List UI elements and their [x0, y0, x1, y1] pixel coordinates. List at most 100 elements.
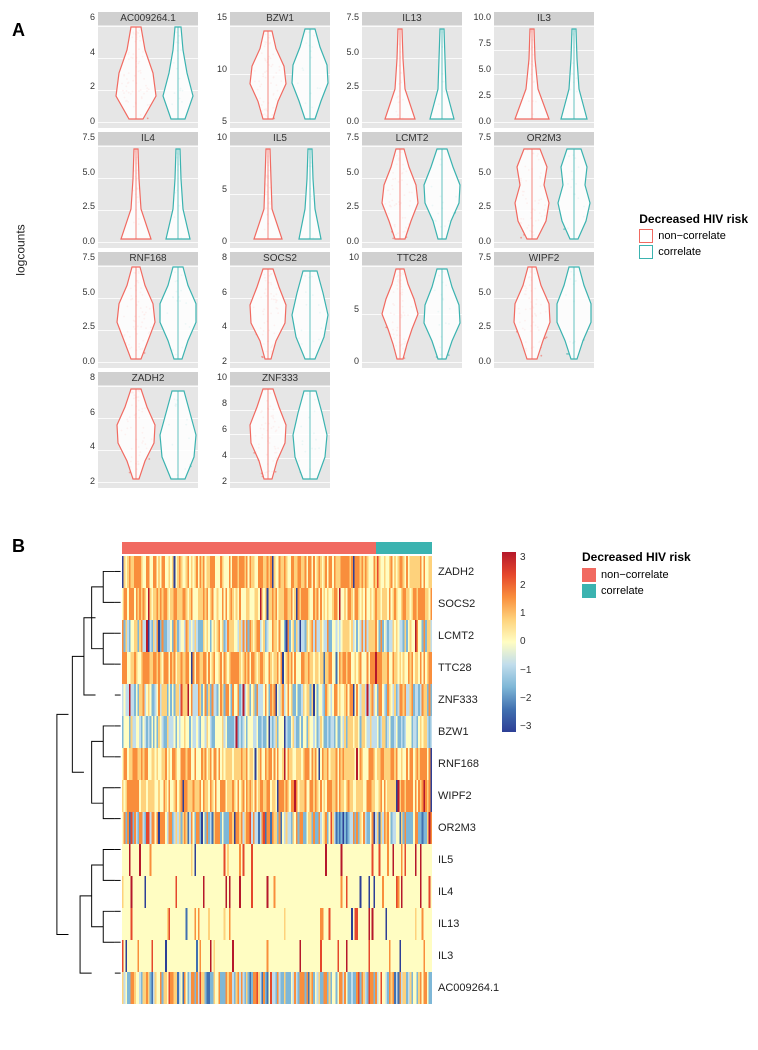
row-label: IL4	[438, 886, 453, 898]
ytick: 6	[202, 287, 227, 297]
facet-title: ZADH2	[98, 372, 198, 385]
violin-cell: 7.55.02.50.0IL4	[70, 132, 198, 248]
annot-noncorr	[122, 542, 376, 554]
violin-cell: 7.55.02.50.0RNF168	[70, 252, 198, 368]
ytick: 5	[334, 304, 359, 314]
row-label: TTC28	[438, 662, 472, 674]
violin-plot: WIPF2	[494, 252, 594, 368]
violin-corr	[158, 391, 198, 484]
colorbar-ticks: 3210−1−2−3	[520, 552, 531, 732]
violin-plot: IL13	[362, 12, 462, 128]
facet-title: SOCS2	[230, 252, 330, 265]
ytick: 0	[202, 236, 227, 246]
violin-plot: ZNF333	[230, 372, 330, 488]
panel-b-label: B	[12, 536, 25, 557]
ytick: 2.5	[466, 201, 491, 211]
ytick: 2.5	[334, 81, 359, 91]
violin-noncorr	[116, 389, 156, 484]
colorbar-tick: 3	[520, 552, 531, 563]
facet-title: IL5	[230, 132, 330, 145]
legend-item: non−correlate	[582, 568, 691, 582]
ytick: 7.5	[334, 132, 359, 142]
ytick: 0.0	[466, 356, 491, 366]
violin-noncorr	[116, 267, 156, 364]
colorbar-tick: −3	[520, 721, 531, 732]
violin-corr	[290, 391, 330, 484]
violin-plot: RNF168	[98, 252, 198, 368]
violin-noncorr	[248, 149, 288, 244]
heatmap: ZADH2SOCS2LCMT2TTC28ZNF333BZW1RNF168WIPF…	[122, 542, 432, 1004]
ytick: 6	[70, 12, 95, 22]
heatmap-row: AC009264.1	[122, 972, 432, 1004]
violin-cell: 10.07.55.02.50.0IL3	[466, 12, 594, 128]
heatmap-row: ZNF333	[122, 684, 432, 716]
violin-corr	[158, 149, 198, 244]
colorbar-tick: 2	[520, 580, 531, 591]
violin-cell: 7.55.02.50.0IL13	[334, 12, 462, 128]
row-label: IL5	[438, 854, 453, 866]
violin-plot: OR2M3	[494, 132, 594, 248]
violin-cell: 7.55.02.50.0LCMT2	[334, 132, 462, 248]
legend-title: Decreased HIV risk	[582, 550, 691, 564]
violin-corr	[158, 267, 198, 364]
violin-noncorr	[116, 27, 156, 124]
ytick: 15	[202, 12, 227, 22]
violin-cell: 8642SOCS2	[202, 252, 330, 368]
ytick: 8	[202, 252, 227, 262]
ytick: 7.5	[466, 252, 491, 262]
heatmap-row: IL13	[122, 908, 432, 940]
violin-noncorr	[248, 389, 288, 484]
legend-swatch	[582, 568, 596, 582]
legend-swatch	[639, 229, 653, 243]
heatmap-row: TTC28	[122, 652, 432, 684]
violin-cell: 1050TTC28	[334, 252, 462, 368]
violin-corr	[422, 29, 462, 124]
violin-cell: 7.55.02.50.0OR2M3	[466, 132, 594, 248]
heatmap-row: IL4	[122, 876, 432, 908]
legend-item: non−correlate	[639, 229, 748, 243]
violin-noncorr	[512, 149, 552, 244]
ytick: 7.5	[466, 38, 491, 48]
violin-corr	[290, 271, 330, 364]
row-label: ZNF333	[438, 694, 478, 706]
panel-a-legend: Decreased HIV risk non−correlatecorrelat…	[639, 212, 748, 261]
violin-corr	[554, 149, 594, 244]
violin-noncorr	[248, 269, 288, 364]
panel-b-legend: Decreased HIV risk non−correlatecorrelat…	[582, 550, 691, 600]
row-label: OR2M3	[438, 822, 476, 834]
violin-plot: IL3	[494, 12, 594, 128]
ytick: 7.5	[70, 132, 95, 142]
violin-plot: ZADH2	[98, 372, 198, 488]
annotation-bar	[122, 542, 432, 554]
ytick: 6	[202, 424, 227, 434]
violin-cell: 1050IL5	[202, 132, 330, 248]
facet-title: AC009264.1	[98, 12, 198, 25]
panel-a: A logcounts 6420AC009264.115105BZW17.55.…	[12, 12, 746, 488]
violin-cell: 8642ZADH2	[70, 372, 198, 488]
facet-title: WIPF2	[494, 252, 594, 265]
violin-corr	[422, 269, 462, 364]
heatmap-row: RNF168	[122, 748, 432, 780]
facet-title: TTC28	[362, 252, 462, 265]
ytick: 0.0	[70, 356, 95, 366]
legend-swatch	[639, 245, 653, 259]
ytick: 5	[202, 184, 227, 194]
ytick: 2.5	[70, 321, 95, 331]
colorbar: 3210−1−2−3	[502, 552, 531, 732]
ytick: 0.0	[334, 236, 359, 246]
ytick: 4	[202, 450, 227, 460]
ytick: 7.5	[70, 252, 95, 262]
legend-title: Decreased HIV risk	[639, 212, 748, 226]
ytick: 2.5	[334, 201, 359, 211]
ytick: 0	[70, 116, 95, 126]
violin-corr	[290, 149, 330, 244]
ytick: 5.0	[334, 167, 359, 177]
ytick: 0.0	[334, 116, 359, 126]
ytick: 2	[70, 81, 95, 91]
violin-noncorr	[380, 149, 420, 244]
row-label: ZADH2	[438, 566, 474, 578]
heatmap-row: WIPF2	[122, 780, 432, 812]
ytick: 0.0	[466, 236, 491, 246]
ytick: 8	[70, 372, 95, 382]
facet-title: RNF168	[98, 252, 198, 265]
